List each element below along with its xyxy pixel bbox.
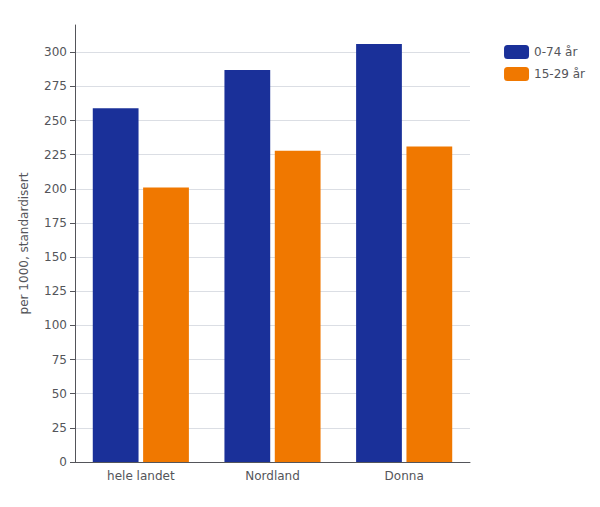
svg-text:225: 225 xyxy=(44,148,67,162)
svg-text:15-29 år: 15-29 år xyxy=(534,67,585,81)
svg-text:175: 175 xyxy=(44,216,67,230)
svg-text:100: 100 xyxy=(44,318,67,332)
svg-text:hele landet: hele landet xyxy=(107,469,175,483)
svg-text:125: 125 xyxy=(44,284,67,298)
svg-text:200: 200 xyxy=(44,182,67,196)
svg-text:150: 150 xyxy=(44,250,67,264)
svg-text:25: 25 xyxy=(52,421,67,435)
svg-text:0: 0 xyxy=(59,455,67,469)
svg-text:per 1000, standardisert: per 1000, standardisert xyxy=(17,172,31,314)
svg-text:275: 275 xyxy=(44,79,67,93)
svg-text:Donna: Donna xyxy=(385,469,424,483)
svg-text:Nordland: Nordland xyxy=(245,469,300,483)
svg-text:300: 300 xyxy=(44,45,67,59)
svg-text:0-74 år: 0-74 år xyxy=(534,45,577,59)
svg-text:250: 250 xyxy=(44,114,67,128)
svg-text:75: 75 xyxy=(52,353,67,367)
svg-text:50: 50 xyxy=(52,387,67,401)
